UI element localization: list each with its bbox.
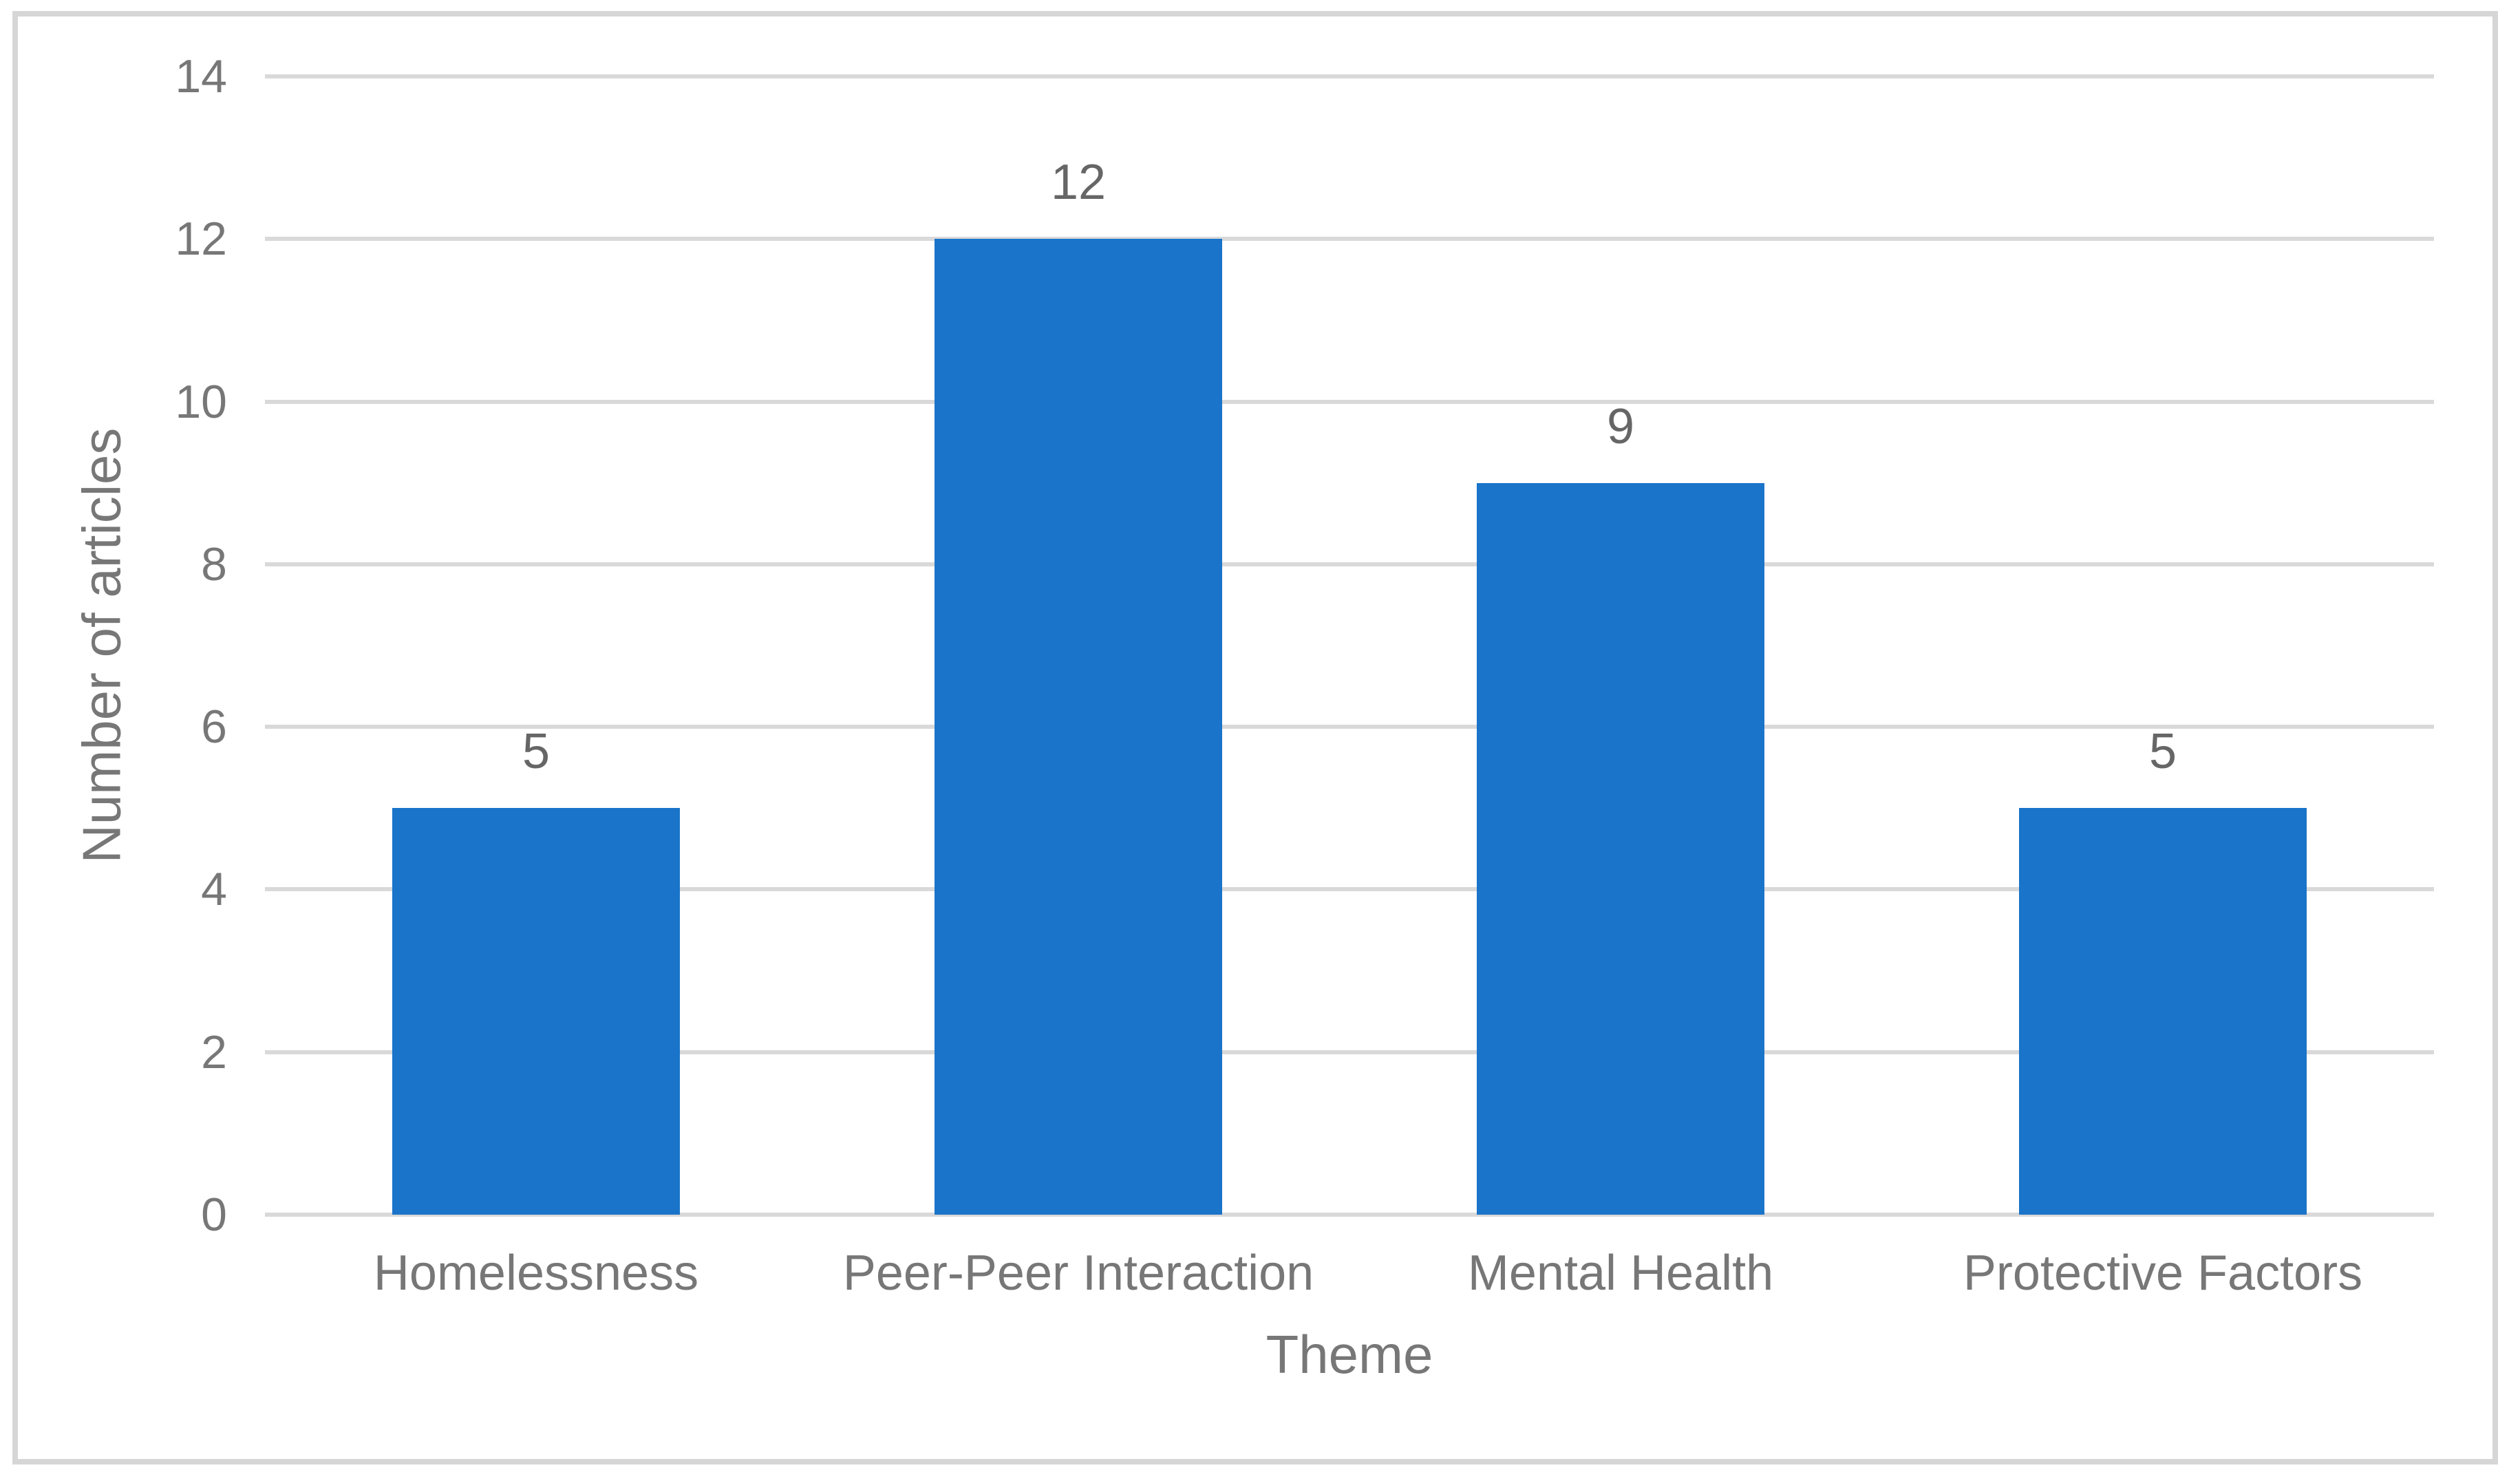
gridline-0 (265, 1213, 2434, 1217)
y-tick-label-6: 6 (201, 701, 227, 754)
bar-data-label-1: 12 (1050, 155, 1107, 210)
category-label-2: Mental Health (1467, 1246, 1774, 1301)
y-axis-title: Number of articles (71, 427, 132, 864)
y-tick-label-14: 14 (175, 50, 227, 103)
y-tick-label-0: 0 (201, 1189, 227, 1241)
bar-3 (2019, 808, 2307, 1215)
gridline-4 (265, 887, 2434, 892)
gridline-14 (265, 74, 2434, 78)
bar-data-label-3: 5 (2148, 724, 2177, 779)
bar-2 (1477, 483, 1764, 1215)
gridline-6 (265, 725, 2434, 729)
category-label-3: Protective Factors (1963, 1246, 2363, 1301)
gridline-8 (265, 562, 2434, 566)
plot-area: 5 12 9 5 (265, 74, 2434, 1217)
category-label-0: Homelessness (373, 1246, 699, 1301)
y-tick-label-4: 4 (201, 863, 227, 916)
figure-border (12, 11, 2498, 1464)
y-tick-label-8: 8 (201, 537, 227, 590)
bar-1 (935, 239, 1222, 1215)
gridline-12 (265, 237, 2434, 242)
gridline-10 (265, 399, 2434, 404)
y-tick-label-12: 12 (175, 213, 227, 266)
y-tick-label-10: 10 (175, 375, 227, 428)
gridline-2 (265, 1050, 2434, 1054)
bar-data-label-2: 9 (1606, 399, 1635, 454)
x-axis-title: Theme (1266, 1324, 1433, 1385)
bar-data-label-0: 5 (522, 724, 551, 779)
category-label-1: Peer-Peer Interaction (842, 1246, 1314, 1301)
y-tick-label-2: 2 (201, 1025, 227, 1078)
bar-0 (392, 808, 680, 1215)
